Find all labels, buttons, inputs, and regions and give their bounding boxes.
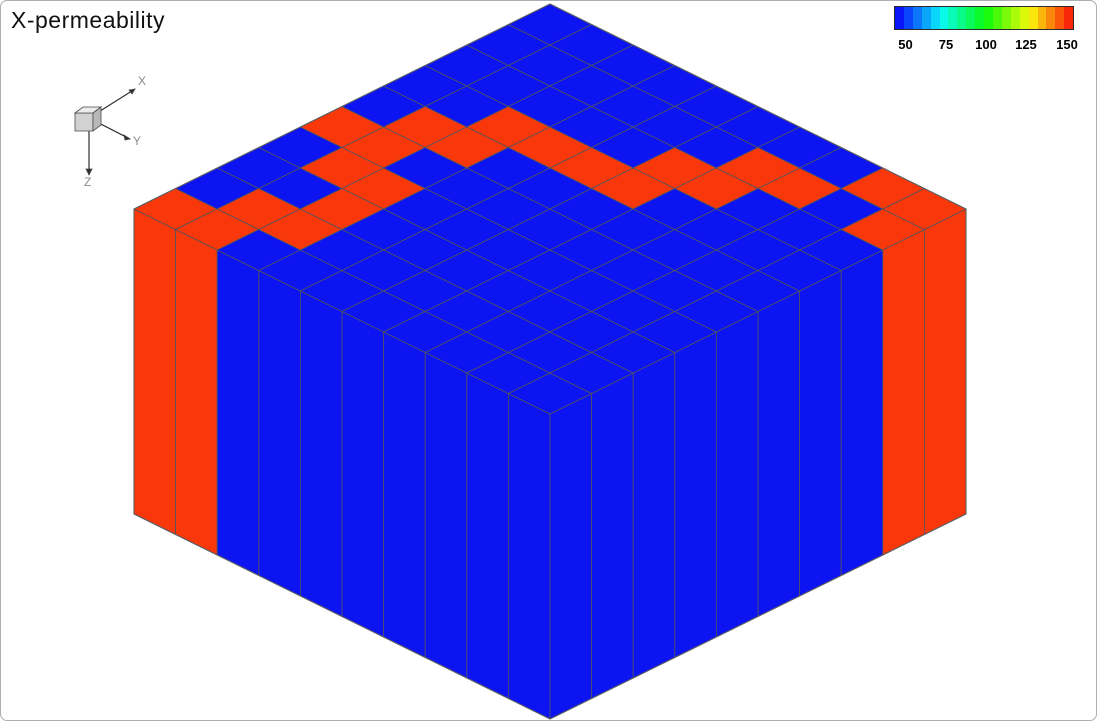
page-title: X-permeability: [11, 7, 165, 33]
left-face-column: [175, 229, 218, 556]
cube-outline: [133, 3, 967, 720]
legend-color-band: [975, 7, 985, 29]
axis-triad-cube-face: [128, 88, 136, 95]
right-face-column: [924, 208, 967, 535]
legend-color-band: [966, 7, 976, 29]
legend-color-band: [903, 7, 913, 29]
legend-color-band: [957, 7, 967, 29]
axis-triad-cube-face: [85, 168, 93, 176]
left-face-column: [133, 208, 177, 535]
colorbar-gradient: [894, 6, 1074, 30]
legend-color-band: [1055, 7, 1065, 29]
legend-tick-label: 100: [975, 37, 997, 52]
right-face-column: [799, 270, 842, 597]
right-face-column: [757, 290, 800, 617]
axis-label-x: X: [138, 74, 146, 88]
legend-color-band: [984, 7, 993, 29]
left-face-column: [466, 372, 509, 699]
legend-color-band: [1001, 7, 1011, 29]
left-face-column: [258, 270, 301, 597]
axis-triad-cube-face: [74, 112, 94, 132]
left-face-column: [507, 393, 551, 720]
right-face-column: [591, 372, 634, 699]
left-face-column: [216, 249, 260, 576]
left-face-column: [341, 311, 385, 638]
legend-tick-label: 75: [938, 37, 954, 52]
legend-tick-label: 125: [1015, 37, 1037, 52]
right-face-column: [840, 249, 884, 576]
left-face-column: [383, 331, 426, 658]
axis-label-y: Y: [133, 134, 141, 148]
right-face-column: [632, 352, 676, 679]
colorbar-legend: 50 75 100 125 150: [894, 6, 1078, 52]
legend-color-band: [992, 7, 1002, 29]
right-face-column: [674, 331, 717, 658]
colorbar-tick-labels: 50 75 100 125 150: [894, 37, 1078, 52]
legend-tick-label: 150: [1056, 37, 1078, 52]
legend-color-band: [939, 7, 949, 29]
legend-color-band: [1037, 7, 1047, 29]
right-face-column: [882, 229, 925, 556]
legend-color-band: [921, 7, 931, 29]
legend-color-band: [1010, 7, 1020, 29]
right-face-column: [549, 393, 592, 720]
axis-label-z: Z: [84, 175, 91, 189]
axis-triad-cube-face: [92, 106, 102, 132]
legend-color-band: [895, 7, 904, 29]
legend-color-band: [930, 7, 940, 29]
legend-color-band: [1019, 7, 1029, 29]
legend-tick-label: 50: [898, 37, 913, 52]
right-face-column: [716, 311, 759, 638]
left-face-column: [424, 352, 468, 679]
legend-color-band: [1028, 7, 1038, 29]
axis-triad-cube-face: [123, 134, 132, 141]
legend-color-band: [912, 7, 922, 29]
legend-color-band: [1064, 7, 1074, 29]
axis-triad-icon: X Y Z: [73, 74, 146, 189]
legend-color-band: [948, 7, 958, 29]
left-face-column: [299, 290, 343, 617]
legend-color-band: [1046, 7, 1056, 29]
